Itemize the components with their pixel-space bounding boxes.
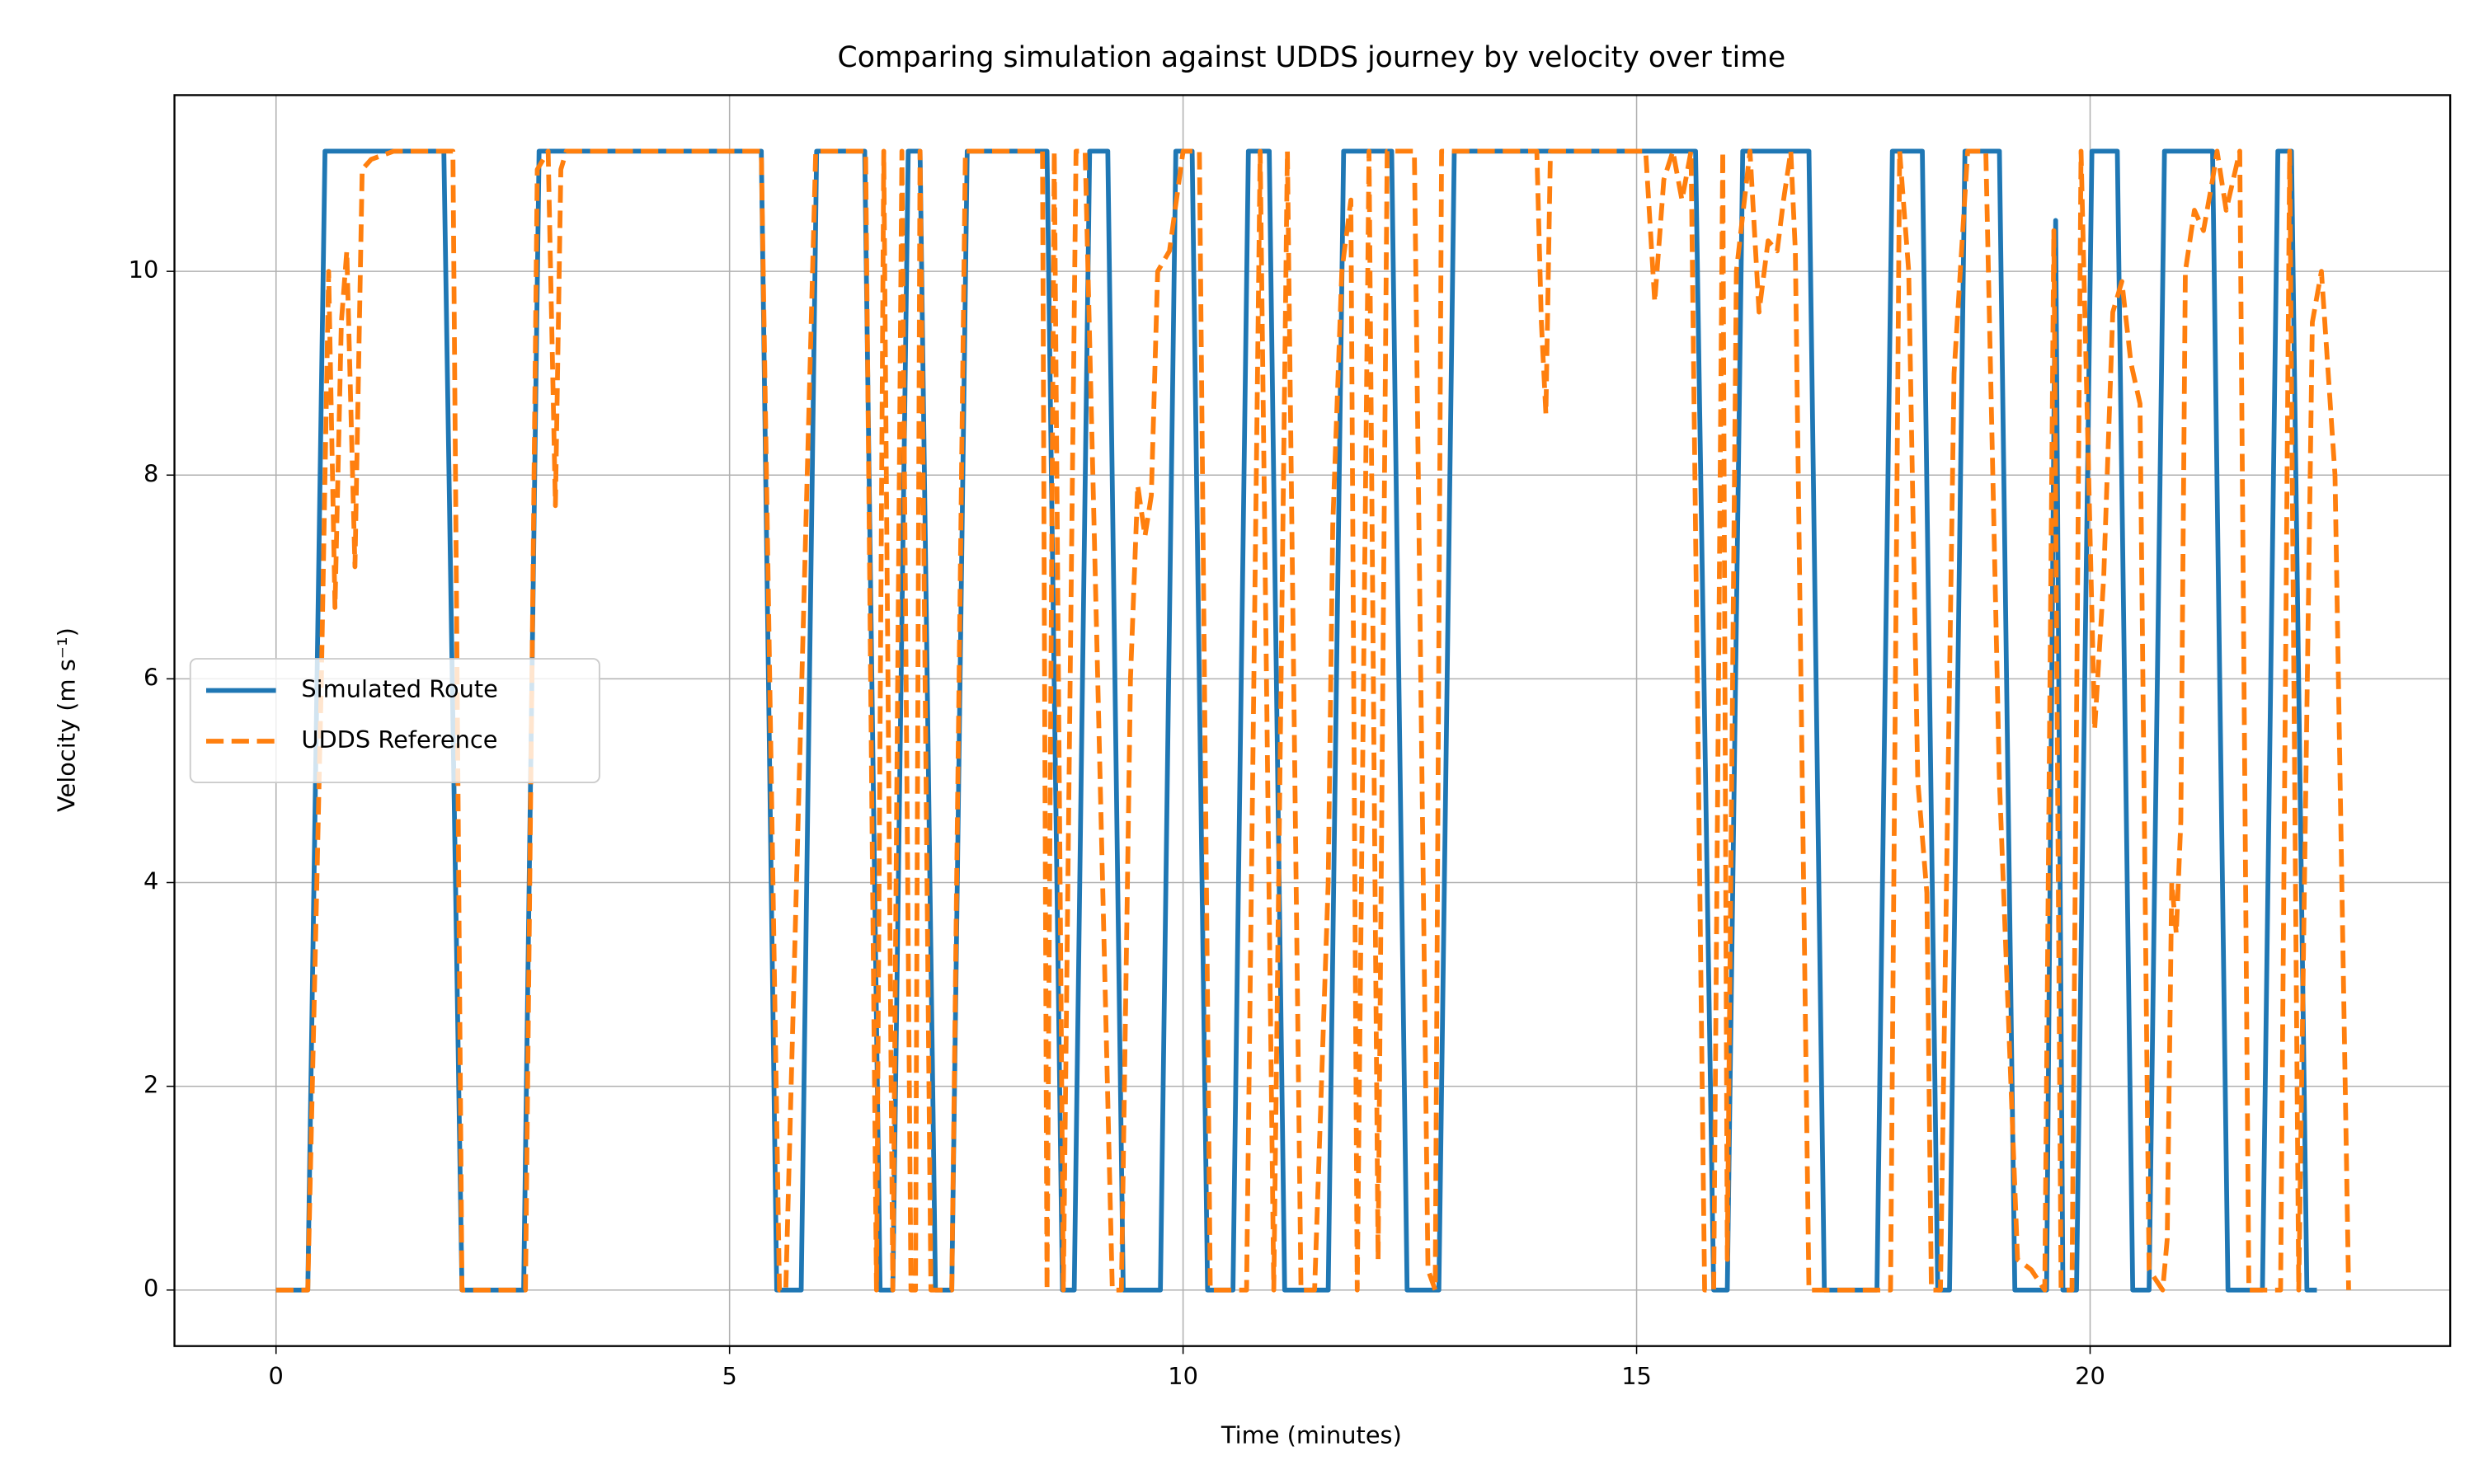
y-tick-label: 0 [143, 1275, 158, 1303]
y-tick-label: 8 [143, 459, 158, 487]
x-tick-label: 10 [1168, 1362, 1198, 1390]
x-axis-label: Time (minutes) [1221, 1421, 1402, 1449]
line-series [275, 148, 2351, 1293]
x-tick-label: 15 [1621, 1362, 1652, 1390]
legend-label: UDDS Reference [301, 726, 497, 754]
legend-label: Simulated Route [301, 675, 498, 703]
plot-frame [173, 94, 2452, 1347]
x-tick-label: 20 [2075, 1362, 2105, 1390]
legend-box [189, 658, 600, 783]
y-tick-label: 10 [129, 256, 159, 284]
line-series [275, 148, 2317, 1293]
y-tick-label: 4 [143, 866, 158, 895]
x-tick-label: 0 [269, 1362, 284, 1390]
y-tick-label: 6 [143, 663, 158, 691]
chart-title: Comparing simulation against UDDS journe… [838, 41, 1786, 74]
x-tick-label: 5 [722, 1362, 736, 1390]
y-tick-label: 2 [143, 1071, 158, 1099]
y-axis-label: Velocity (m s⁻¹) [53, 627, 81, 812]
